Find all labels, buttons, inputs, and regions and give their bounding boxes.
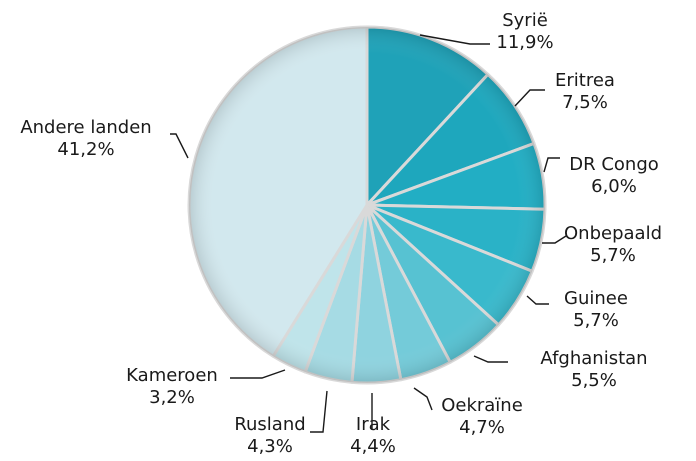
label-irak: Irak: [356, 414, 391, 435]
value-andere-landen: 41,2%: [57, 139, 114, 160]
leader-line-oekraine: [413, 387, 433, 411]
label-oekraine: Oekraïne: [441, 395, 523, 416]
label-syrie: Syrië: [502, 10, 548, 31]
value-dr-congo: 6,0%: [591, 176, 637, 197]
label-afghanistan: Afghanistan: [540, 348, 647, 369]
value-guinee: 5,7%: [573, 310, 619, 331]
value-eritrea: 7,5%: [562, 92, 608, 113]
leader-line-rusland: [310, 390, 328, 433]
value-onbepaald: 5,7%: [590, 245, 636, 266]
label-kameroen: Kameroen: [126, 365, 218, 386]
leader-line-guinee: [526, 295, 549, 305]
leader-line-syrie: [419, 34, 490, 45]
label-andere-landen: Andere landen: [20, 117, 151, 138]
leader-line-afghanistan: [473, 355, 508, 363]
value-oekraine: 4,7%: [459, 417, 505, 438]
leader-line-dr-congo: [543, 157, 560, 173]
leader-line-eritrea: [514, 89, 545, 107]
label-onbepaald: Onbepaald: [564, 223, 662, 244]
label-dr-congo: DR Congo: [569, 154, 659, 175]
value-afghanistan: 5,5%: [571, 370, 617, 391]
leader-lines: [170, 34, 567, 433]
value-rusland: 4,3%: [247, 436, 293, 457]
label-rusland: Rusland: [234, 414, 305, 435]
value-kameroen: 3,2%: [149, 387, 195, 408]
pie-slices: [187, 25, 547, 385]
pie-shading: [189, 27, 545, 383]
value-syrie: 11,9%: [496, 32, 553, 53]
leader-line-onbepaald: [542, 235, 567, 244]
value-irak: 4,4%: [350, 436, 396, 457]
label-eritrea: Eritrea: [555, 70, 615, 91]
leader-line-kameroen: [230, 369, 286, 379]
label-guinee: Guinee: [564, 288, 628, 309]
leader-line-andere-landen: [170, 133, 189, 159]
